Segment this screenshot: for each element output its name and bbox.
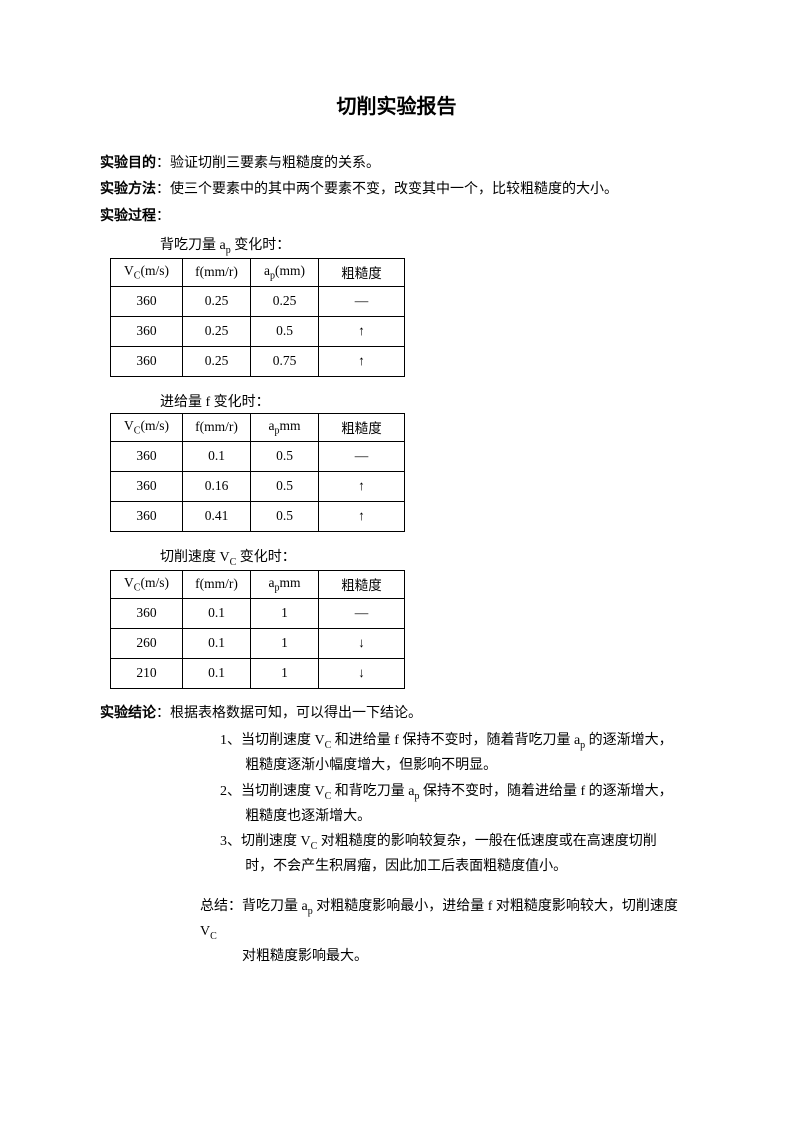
table3-h1: VC(m/s) xyxy=(111,570,183,598)
table-row: VC(m/s) f(mm/r) ap(mm) 粗糙度 xyxy=(111,258,405,286)
report-title: 切削实验报告 xyxy=(100,90,693,119)
conclusion-list: 1、当切削速度 VC 和进给量 f 保持不变时，随着背吃刀量 ap 的逐渐增大，… xyxy=(220,729,693,879)
table1-caption: 背吃刀量 ap 变化时： xyxy=(160,234,693,256)
conclusion-item-3: 3、切削速度 VC 对粗糙度的影响较复杂，一般在低速度或在高速度切削时，不会产生… xyxy=(220,830,683,879)
table-row: 3600.250.5↑ xyxy=(111,316,405,346)
page: 切削实验报告 实验目的：验证切削三要素与粗糙度的关系。 实验方法：使三个要素中的… xyxy=(0,0,793,1122)
method-label: 实验方法 xyxy=(100,182,156,197)
table2-caption: 进给量 f 变化时： xyxy=(160,391,693,411)
conclusion-intro: 实验结论：根据表格数据可知，可以得出一下结论。 xyxy=(100,703,693,725)
summary: 总结：背吃刀量 ap 对粗糙度影响最小，进给量 f 对粗糙度影响较大，切削速度 … xyxy=(200,895,693,968)
purpose-line: 实验目的：验证切削三要素与粗糙度的关系。 xyxy=(100,153,693,175)
conclusion-label: 实验结论 xyxy=(100,706,156,721)
table1: VC(m/s) f(mm/r) ap(mm) 粗糙度 3600.250.25— … xyxy=(110,258,405,377)
table-row: 2600.11↓ xyxy=(111,628,405,658)
table3: VC(m/s) f(mm/r) apmm 粗糙度 3600.11— 2600.1… xyxy=(110,570,405,689)
table-row: 2100.11↓ xyxy=(111,658,405,688)
table1-caption-pre: 背吃刀量 a xyxy=(160,238,226,253)
table-row: 3600.250.25— xyxy=(111,286,405,316)
table-row: 3600.410.5↑ xyxy=(111,501,405,531)
process-label: 实验过程 xyxy=(100,209,156,224)
table-row: 3600.10.5— xyxy=(111,441,405,471)
table-row: VC(m/s) f(mm/r) apmm 粗糙度 xyxy=(111,570,405,598)
table-row: VC(m/s) f(mm/r) apmm 粗糙度 xyxy=(111,413,405,441)
table1-h3: ap(mm) xyxy=(251,258,319,286)
summary-line-2: 对粗糙度影响最大。 xyxy=(200,945,683,969)
process-line: 实验过程： xyxy=(100,206,693,228)
table2-h1: VC(m/s) xyxy=(111,413,183,441)
table3-h2: f(mm/r) xyxy=(183,570,251,598)
table-row: 3600.250.75↑ xyxy=(111,346,405,376)
purpose-text: ：验证切削三要素与粗糙度的关系。 xyxy=(156,156,380,171)
summary-line-1: 总结：背吃刀量 ap 对粗糙度影响最小，进给量 f 对粗糙度影响较大，切削速度 … xyxy=(200,895,683,945)
table1-h2: f(mm/r) xyxy=(183,258,251,286)
conclusion-block: 实验结论：根据表格数据可知，可以得出一下结论。 1、当切削速度 VC 和进给量 … xyxy=(100,703,693,969)
purpose-label: 实验目的 xyxy=(100,156,156,171)
table2-h4: 粗糙度 xyxy=(319,413,405,441)
table3-caption-pre: 切削速度 V xyxy=(160,550,230,565)
table1-h1: VC(m/s) xyxy=(111,258,183,286)
conclusion-item-1: 1、当切削速度 VC 和进给量 f 保持不变时，随着背吃刀量 ap 的逐渐增大，… xyxy=(220,729,683,778)
table3-caption: 切削速度 VC 变化时： xyxy=(160,546,693,568)
process-suffix: ： xyxy=(156,209,170,224)
table2: VC(m/s) f(mm/r) apmm 粗糙度 3600.10.5— 3600… xyxy=(110,413,405,532)
table3-caption-post: 变化时： xyxy=(236,550,296,565)
table-row: 3600.11— xyxy=(111,598,405,628)
table-row: 3600.160.5↑ xyxy=(111,471,405,501)
table3-h4: 粗糙度 xyxy=(319,570,405,598)
method-line: 实验方法：使三个要素中的其中两个要素不变，改变其中一个，比较粗糙度的大小。 xyxy=(100,179,693,201)
table1-h4: 粗糙度 xyxy=(319,258,405,286)
table3-h3: apmm xyxy=(251,570,319,598)
table1-caption-post: 变化时： xyxy=(231,238,291,253)
table2-h3: apmm xyxy=(251,413,319,441)
conclusion-item-2: 2、当切削速度 VC 和背吃刀量 ap 保持不变时，随着进给量 f 的逐渐增大，… xyxy=(220,780,683,829)
table2-h2: f(mm/r) xyxy=(183,413,251,441)
conclusion-intro-text: ：根据表格数据可知，可以得出一下结论。 xyxy=(156,706,422,721)
method-text: ：使三个要素中的其中两个要素不变，改变其中一个，比较粗糙度的大小。 xyxy=(156,182,618,197)
